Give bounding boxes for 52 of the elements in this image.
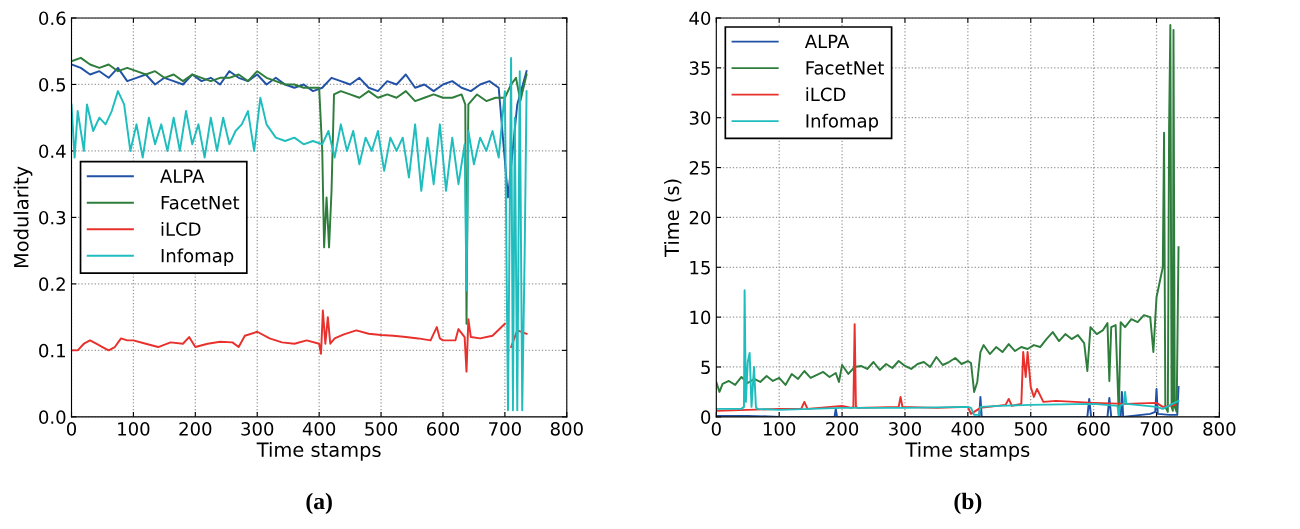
x-tick-label: 300 <box>889 422 921 436</box>
x-tick-label: 200 <box>826 422 859 436</box>
y-tick-label: 0.3 <box>39 210 66 225</box>
x-tick-label: 200 <box>179 422 212 436</box>
y-tick-label: 0 <box>701 410 711 424</box>
x-tick-label: 100 <box>763 422 796 436</box>
x-tick-label: 700 <box>489 422 521 436</box>
y-tick-label: 20 <box>689 210 711 225</box>
y-tick-label: 25 <box>689 161 710 175</box>
text: (b) <box>954 492 982 515</box>
line-series <box>716 323 1177 415</box>
x-tick-label: 600 <box>1077 422 1110 436</box>
y-tick-label: 5 <box>701 360 710 375</box>
x-tick-label: 600 <box>427 422 460 436</box>
y-tick-label: 35 <box>689 61 710 75</box>
x-axis-title: Time stamps <box>256 441 381 461</box>
y-tick-label: 0.1 <box>39 343 65 358</box>
y-tick-label: 30 <box>689 111 711 125</box>
y-tick-label: 0.5 <box>39 77 66 92</box>
x-tick-label: 700 <box>1140 422 1173 436</box>
x-axis-title: Time stamps <box>905 441 1030 461</box>
legend-label: Infomap <box>161 248 234 266</box>
x-tick-label: 500 <box>365 422 398 436</box>
legend-label: FacetNet <box>806 61 884 75</box>
y-axis-title: Time (s) <box>664 179 682 258</box>
x-tick-label: 100 <box>118 422 150 436</box>
x-tick-label: 500 <box>1014 422 1047 436</box>
y-tick-label: 10 <box>690 310 711 325</box>
y-tick-label: 0.0 <box>39 410 66 424</box>
text: (a) <box>306 492 332 515</box>
x-tick-label: 400 <box>302 422 336 436</box>
y-tick-label: 0.4 <box>39 144 66 159</box>
legend-label: iLCD <box>161 221 201 236</box>
y-tick-label: 15 <box>690 260 710 275</box>
line-series <box>71 56 528 412</box>
line-series <box>716 289 1180 417</box>
y-axis-title: Modularity <box>13 166 33 268</box>
legend-label: ALPA <box>804 34 850 48</box>
legend-label: ALPA <box>160 169 205 183</box>
y-tick-label: 0.2 <box>39 277 65 292</box>
x-tick-label: 0 <box>711 422 721 436</box>
legend-label: FacetNet <box>161 195 240 210</box>
x-tick-label: 400 <box>951 422 984 436</box>
x-tick-label: 300 <box>241 422 274 436</box>
legend-label: Infomap <box>806 113 879 132</box>
x-tick-label: 800 <box>1203 422 1236 436</box>
y-tick-label: 0.6 <box>39 11 66 26</box>
legend-label: iLCD <box>806 87 846 102</box>
x-tick-label: 800 <box>550 422 583 436</box>
line-series <box>716 24 1180 416</box>
y-tick-label: 40 <box>689 11 711 26</box>
x-tick-label: 0 <box>66 422 77 436</box>
